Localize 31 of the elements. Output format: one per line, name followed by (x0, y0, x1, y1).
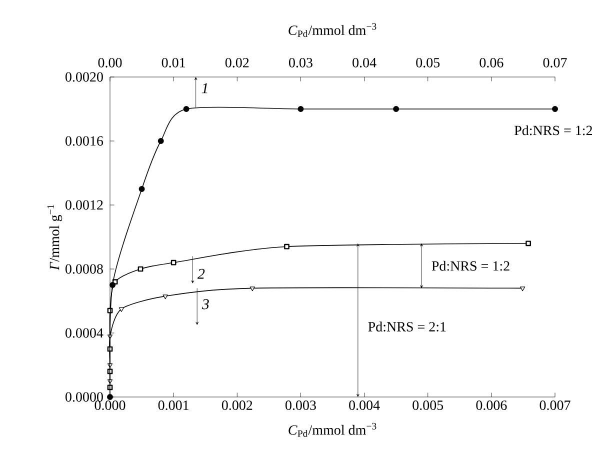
x-tick-label: 0.002 (222, 400, 252, 410)
x2-tick-label: 0.07 (543, 58, 567, 68)
y-tick-label: 0.0012 (66, 200, 103, 210)
annotation: Pd:NRS = 1:2 (514, 125, 592, 136)
y-tick-label: 0.0000 (66, 392, 103, 402)
x-tick-label: 0.003 (286, 400, 316, 410)
annotation: Pd:NRS = 2:1 (368, 322, 446, 332)
legend-label: 2 (197, 268, 205, 279)
x2-tick-label: 0.05 (416, 58, 440, 68)
x2-tick-label: 0.02 (225, 58, 249, 68)
x-tick-label: 0.001 (158, 400, 188, 410)
annotation: Pd:NRS = 1:2 (432, 260, 510, 271)
legend-label: 1 (202, 83, 208, 94)
x2-tick-label: 0.03 (289, 58, 312, 68)
x2-axis-title: C$_{Pd}$/mmol dm$^{−3}$ (288, 23, 376, 38)
x2-tick-label: 0.01 (162, 58, 185, 68)
x-tick-label: 0.007 (540, 400, 570, 410)
x2-tick-label: 0.04 (352, 58, 376, 68)
x-tick-label: 0.000 (94, 400, 126, 410)
x-tick-label: 0.004 (349, 400, 380, 410)
y-tick-label: 0.0016 (66, 136, 104, 146)
x2-tick-label: 0.00 (98, 58, 122, 68)
y-tick-label: 0.0004 (66, 328, 104, 338)
legend-label: 3 (202, 299, 209, 310)
x-tick-label: 0.005 (412, 400, 444, 410)
x2-tick-label: 0.06 (480, 58, 504, 68)
x-tick-label: 0.006 (476, 400, 507, 410)
y-axis-title: Γ/mmol g$^{−1}$ (47, 204, 62, 270)
y-tick-label: 0.0008 (66, 264, 103, 274)
y-tick-label: 0.0020 (66, 72, 103, 82)
x-axis-title: C$_{Pd}$/mmol dm$^{−3}$ (288, 422, 376, 437)
